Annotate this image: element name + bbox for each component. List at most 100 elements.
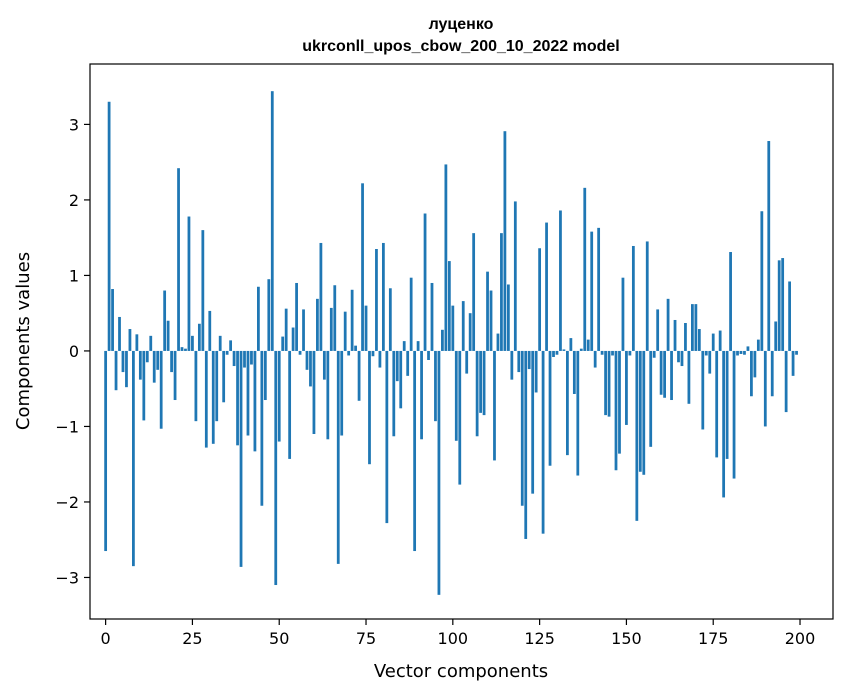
bar [763, 350, 767, 427]
bar [566, 350, 569, 456]
bar [170, 350, 173, 373]
bar [538, 248, 542, 351]
bar [274, 350, 278, 586]
bar [677, 350, 680, 363]
bar [218, 335, 222, 351]
bar [322, 350, 326, 380]
bar [541, 350, 545, 534]
bar [520, 350, 524, 506]
x-tick-label: 25 [182, 629, 202, 648]
bar [298, 350, 302, 355]
bar [402, 341, 406, 351]
bar [281, 336, 285, 351]
bar [166, 320, 170, 351]
bar [451, 305, 455, 351]
bar [527, 350, 531, 370]
bar [326, 350, 330, 440]
bar [604, 350, 607, 416]
bar [375, 249, 378, 351]
bar [138, 350, 142, 380]
bar [333, 285, 337, 351]
bar [531, 350, 535, 494]
x-tick-label: 150 [611, 629, 642, 648]
bar [250, 350, 253, 365]
bar [243, 350, 246, 368]
bar [427, 350, 430, 360]
bar [385, 350, 389, 524]
bar [524, 350, 528, 539]
x-tick-label: 0 [101, 629, 111, 648]
bar [291, 327, 295, 351]
bar [437, 350, 441, 595]
x-tick-label: 200 [785, 629, 816, 648]
bar [208, 310, 212, 351]
bar [666, 298, 670, 351]
bar [142, 350, 146, 421]
bar [555, 350, 559, 355]
bar [329, 307, 333, 351]
bar [336, 350, 340, 564]
bar [267, 279, 271, 351]
bar [343, 311, 347, 351]
bar [697, 329, 701, 351]
bar [774, 321, 778, 351]
bar [659, 350, 663, 395]
bar [104, 350, 108, 552]
bar [156, 350, 160, 370]
bar [187, 216, 191, 351]
bar [191, 335, 194, 351]
bar [215, 350, 219, 422]
bar [510, 350, 514, 380]
bar [673, 319, 677, 351]
bar [611, 350, 614, 356]
bar [736, 350, 739, 356]
bar [475, 350, 479, 437]
bar [319, 242, 323, 351]
bar [263, 350, 267, 401]
bar [295, 282, 298, 351]
bar [788, 281, 791, 351]
bar [743, 350, 746, 355]
bar [413, 350, 417, 552]
bar [447, 261, 451, 351]
bar [496, 333, 500, 351]
bar [246, 350, 250, 436]
bar [777, 260, 781, 351]
bar [371, 350, 375, 357]
bar [760, 211, 764, 351]
bar [232, 350, 236, 367]
bar [739, 350, 743, 354]
bar [701, 350, 705, 430]
bar [607, 350, 611, 417]
bar [649, 350, 653, 447]
bar [746, 346, 750, 351]
bar [795, 350, 798, 355]
bar [468, 313, 472, 351]
y-tick-label: 0 [69, 342, 79, 361]
bar [784, 350, 788, 413]
bar [121, 350, 125, 373]
bar [125, 350, 128, 388]
bar [628, 350, 632, 356]
y-tick-label: 2 [69, 191, 79, 210]
bar [756, 339, 760, 351]
bar [381, 242, 385, 351]
bar [753, 350, 757, 378]
bar [444, 164, 448, 351]
bar [149, 335, 153, 351]
bar [680, 350, 684, 367]
bar [145, 350, 149, 363]
bar [534, 350, 538, 393]
bar [687, 350, 691, 404]
bar [361, 183, 364, 351]
x-tick-label: 50 [269, 629, 289, 648]
bar [354, 345, 357, 351]
bar [614, 350, 618, 471]
bar [184, 348, 187, 351]
y-tick-label: 3 [69, 115, 79, 134]
bar [472, 233, 476, 351]
bar [222, 350, 226, 403]
x-axis: 0 25 50 75 100 125 150 175 200 [101, 619, 816, 648]
bar [482, 350, 486, 416]
bar [107, 101, 111, 351]
